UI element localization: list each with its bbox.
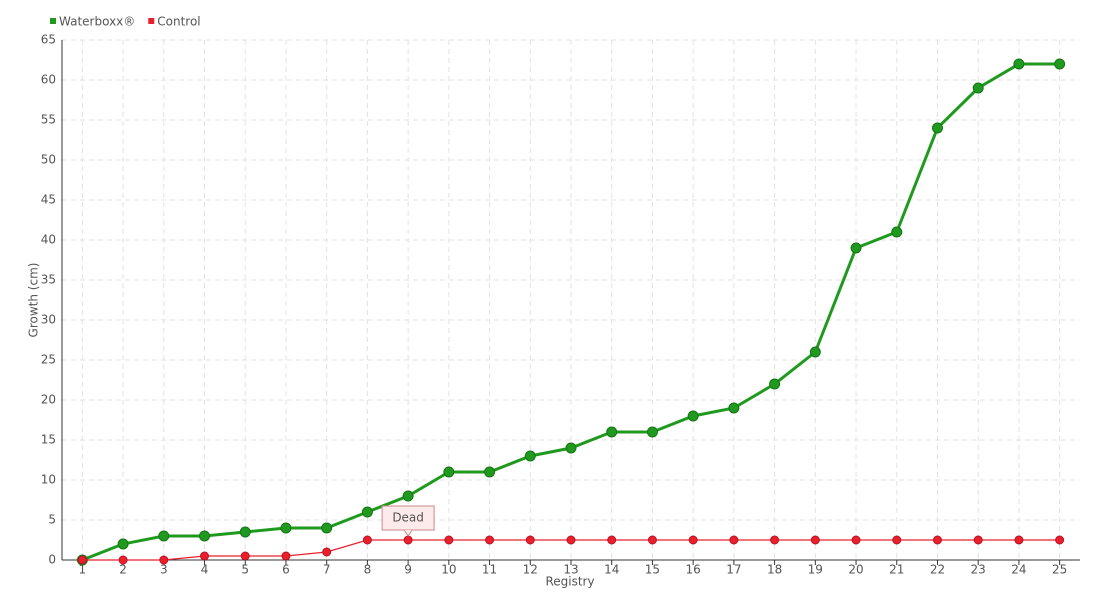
y-tick-label: 20 (41, 393, 56, 407)
x-tick-label: 19 (808, 563, 823, 577)
point (118, 555, 128, 565)
point (239, 526, 251, 538)
x-tick-label: 14 (604, 563, 619, 577)
point (647, 535, 657, 545)
x-tick-label: 3 (160, 563, 168, 577)
point (851, 535, 861, 545)
y-tick-label: 45 (41, 193, 56, 207)
x-tick-label: 23 (971, 563, 986, 577)
annotation-text: Dead (392, 511, 424, 525)
x-tick-label: 20 (848, 563, 863, 577)
y-axis-label: Growth (cm) (27, 263, 41, 338)
point (117, 538, 129, 550)
point (729, 535, 739, 545)
point (362, 535, 372, 545)
y-tick-label: 5 (48, 513, 56, 527)
y-tick-label: 0 (48, 553, 56, 567)
point (810, 535, 820, 545)
point (1013, 58, 1025, 70)
point (972, 82, 984, 94)
legend-label: Control (157, 15, 200, 29)
x-tick-label: 9 (404, 563, 412, 577)
x-tick-label: 4 (201, 563, 209, 577)
x-tick-label: 11 (482, 563, 497, 577)
point (199, 530, 211, 542)
x-tick-label: 15 (645, 563, 660, 577)
point (525, 535, 535, 545)
y-tick-label: 10 (41, 473, 56, 487)
x-tick-label: 5 (241, 563, 249, 577)
point (403, 535, 413, 545)
x-tick-label: 17 (726, 563, 741, 577)
point (77, 555, 87, 565)
point (402, 490, 414, 502)
point (565, 442, 577, 454)
point (769, 378, 781, 390)
point (850, 242, 862, 254)
point (1055, 535, 1065, 545)
point (524, 450, 536, 462)
point (892, 535, 902, 545)
point (485, 535, 495, 545)
point (1054, 58, 1066, 70)
point (646, 426, 658, 438)
x-tick-label: 25 (1052, 563, 1067, 577)
y-tick-label: 60 (41, 73, 56, 87)
point (280, 522, 292, 534)
point (200, 551, 210, 561)
x-axis-label: Registry (545, 575, 594, 589)
point (159, 555, 169, 565)
point (891, 226, 903, 238)
point (688, 535, 698, 545)
x-tick-label: 2 (119, 563, 127, 577)
point (444, 535, 454, 545)
point (443, 466, 455, 478)
x-tick-label: 7 (323, 563, 331, 577)
x-tick-label: 6 (282, 563, 290, 577)
point (728, 402, 740, 414)
point (240, 551, 250, 561)
y-tick-label: 40 (41, 233, 56, 247)
point (1014, 535, 1024, 545)
y-tick-label: 35 (41, 273, 56, 287)
y-tick-label: 55 (41, 113, 56, 127)
y-tick-label: 25 (41, 353, 56, 367)
point (281, 551, 291, 561)
x-tick-label: 1 (79, 563, 87, 577)
annotation-pointer (403, 529, 413, 537)
point (158, 530, 170, 542)
point (931, 122, 943, 134)
y-tick-label: 50 (41, 153, 56, 167)
x-tick-label: 21 (889, 563, 904, 577)
y-tick-label: 30 (41, 313, 56, 327)
point (322, 547, 332, 557)
point (361, 506, 373, 518)
point (321, 522, 333, 534)
y-tick-label: 15 (41, 433, 56, 447)
x-tick-label: 16 (686, 563, 701, 577)
point (607, 535, 617, 545)
x-tick-label: 8 (364, 563, 372, 577)
legend-label: Waterboxx® (59, 15, 135, 29)
x-tick-label: 22 (930, 563, 945, 577)
legend-swatch (148, 18, 155, 24)
point (809, 346, 821, 358)
x-tick-label: 13 (563, 563, 578, 577)
point (932, 535, 942, 545)
legend-swatch (50, 18, 56, 24)
point (566, 535, 576, 545)
point (687, 410, 699, 422)
x-tick-label: 12 (523, 563, 538, 577)
x-tick-label: 24 (1011, 563, 1026, 577)
y-tick-label: 65 (41, 33, 56, 47)
point (770, 535, 780, 545)
point (484, 466, 496, 478)
x-tick-label: 10 (441, 563, 456, 577)
point (606, 426, 618, 438)
x-tick-label: 18 (767, 563, 782, 577)
point (973, 535, 983, 545)
